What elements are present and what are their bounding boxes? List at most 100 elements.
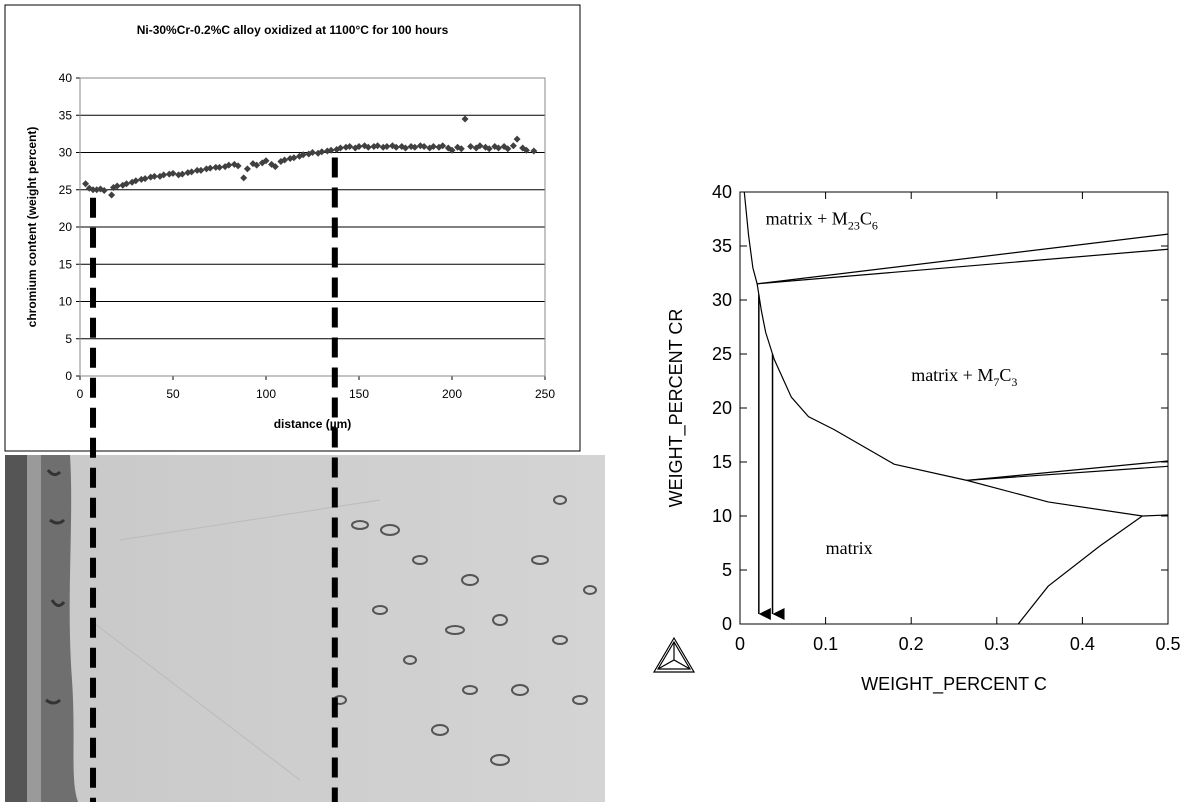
y-tick-label: 15 — [59, 257, 73, 271]
data-point — [193, 166, 201, 174]
data-point — [290, 154, 298, 162]
data-point — [513, 135, 521, 143]
data-point — [188, 168, 196, 176]
data-point — [327, 146, 335, 154]
label-part: 3 — [1011, 375, 1017, 389]
data-point — [318, 148, 326, 156]
x-tick-label: 100 — [256, 387, 276, 401]
data-point — [178, 170, 186, 178]
data-point — [509, 142, 517, 150]
x-axis-title: WEIGHT_PERCENT C — [861, 674, 1047, 695]
data-point — [374, 142, 382, 150]
data-point — [504, 145, 512, 153]
data-point — [355, 143, 363, 151]
data-point — [420, 143, 428, 151]
data-point — [392, 143, 400, 151]
x-tick-label: 0.4 — [1070, 634, 1095, 654]
y-tick-label: 0 — [65, 369, 72, 383]
label-part: matrix — [826, 538, 873, 558]
logo — [652, 636, 696, 673]
region-label: matrix + M7C3 — [911, 365, 1017, 389]
data-point — [522, 146, 530, 154]
phase-diagram: 0 5 10 15 20 25 30 35 40 0 0.1 0.2 0.3 0.4 0.5 WEIGHT_P… — [666, 182, 1181, 695]
data-point — [206, 164, 214, 172]
data-point — [160, 171, 168, 179]
data-point — [346, 143, 354, 151]
x-tick-label: 150 — [349, 387, 369, 401]
phase-boundary — [966, 460, 1169, 481]
data-point — [212, 163, 220, 171]
phase-boundary — [757, 233, 1169, 285]
y-tick-label: 0 — [722, 614, 732, 634]
region-label: matrix — [826, 538, 873, 558]
data-point — [457, 145, 465, 153]
region-label: matrix + M23C6 — [766, 208, 878, 232]
plot-frame — [739, 191, 1169, 625]
data-point — [240, 174, 248, 182]
data-point — [309, 149, 316, 156]
y-tick-label: 10 — [712, 506, 732, 526]
y-tick-label: 5 — [722, 560, 732, 580]
label-part: C — [860, 208, 872, 228]
micrograph — [5, 455, 605, 802]
data-point — [364, 143, 372, 151]
y-tick-label: 40 — [712, 182, 732, 202]
x-axis-title: distance (µm) — [274, 417, 352, 431]
x-tick-label: 250 — [535, 387, 555, 401]
data-point — [402, 144, 409, 152]
data-point — [216, 163, 223, 171]
label-part: 7 — [993, 375, 999, 389]
data-point — [495, 144, 502, 152]
label-part: matrix + M — [911, 365, 993, 385]
phase-boundary — [966, 465, 1169, 481]
x-tick-label: 0 — [77, 387, 84, 401]
data-point — [383, 143, 391, 151]
data-point — [336, 144, 344, 152]
data-point — [281, 156, 289, 164]
y-axis-title: chromium content (weight percent) — [25, 127, 39, 328]
data-point — [225, 161, 233, 169]
data-point — [429, 143, 437, 151]
data-point — [169, 169, 177, 177]
y-tick-label: 30 — [712, 290, 732, 310]
label-part: 23 — [848, 218, 860, 232]
data-point — [271, 163, 279, 171]
phase-boundary — [743, 191, 1169, 517]
data-point — [197, 166, 205, 174]
x-tick-label: 200 — [442, 387, 462, 401]
data-point — [132, 177, 140, 185]
data-point — [299, 151, 307, 159]
data-point — [82, 180, 90, 188]
data-point — [476, 142, 484, 150]
x-tick-label: 0.3 — [984, 634, 1009, 654]
data-point — [439, 142, 447, 150]
data-point — [234, 162, 242, 170]
y-tick-label: 20 — [59, 220, 73, 234]
data-point — [243, 165, 251, 173]
phase-boundary — [1017, 515, 1143, 625]
x-tick-label: 50 — [166, 387, 180, 401]
y-tick-label: 40 — [59, 71, 73, 85]
data-point — [448, 146, 456, 154]
scatter-chart: Ni-30%Cr-0.2%C alloy oxidized at 1100°C … — [25, 23, 555, 431]
data-point — [262, 157, 270, 165]
y-tick-label: 35 — [712, 236, 732, 256]
x-tick-label: 0.5 — [1155, 634, 1180, 654]
plot-frame — [79, 77, 546, 377]
data-point — [150, 172, 158, 180]
y-tick-label: 30 — [59, 146, 73, 160]
x-tick-label: 0 — [735, 634, 745, 654]
y-tick-label: 25 — [59, 183, 73, 197]
data-point — [530, 147, 538, 155]
phase-boundary — [757, 248, 1169, 285]
y-tick-label: 20 — [712, 398, 732, 418]
chart-frame — [4, 4, 581, 452]
y-tick-label: 10 — [59, 295, 73, 309]
label-part: C — [999, 365, 1011, 385]
data-point — [411, 143, 419, 151]
data-point — [461, 115, 469, 123]
data-point — [100, 186, 108, 194]
data-point — [249, 160, 257, 168]
data-point — [253, 161, 261, 169]
